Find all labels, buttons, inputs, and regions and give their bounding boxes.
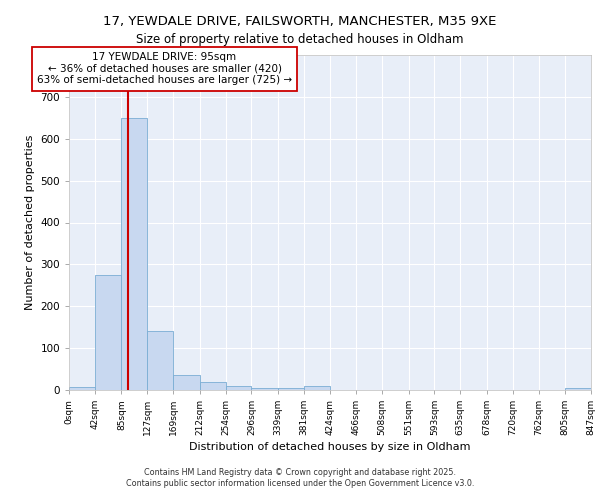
Bar [565,388,591,390]
Bar [226,386,251,390]
Bar [173,376,200,390]
Text: Size of property relative to detached houses in Oldham: Size of property relative to detached ho… [136,32,464,46]
Bar [95,275,121,390]
Text: 17, YEWDALE DRIVE, FAILSWORTH, MANCHESTER, M35 9XE: 17, YEWDALE DRIVE, FAILSWORTH, MANCHESTE… [103,15,497,28]
Bar [121,118,147,390]
Bar [251,388,278,390]
Bar [69,386,95,390]
Bar [304,386,331,390]
Bar [200,382,226,390]
Text: 17 YEWDALE DRIVE: 95sqm
← 36% of detached houses are smaller (420)
63% of semi-d: 17 YEWDALE DRIVE: 95sqm ← 36% of detache… [37,52,292,86]
X-axis label: Distribution of detached houses by size in Oldham: Distribution of detached houses by size … [189,442,471,452]
Bar [278,388,304,390]
Bar [147,332,173,390]
Text: Contains HM Land Registry data © Crown copyright and database right 2025.
Contai: Contains HM Land Registry data © Crown c… [126,468,474,487]
Y-axis label: Number of detached properties: Number of detached properties [25,135,35,310]
